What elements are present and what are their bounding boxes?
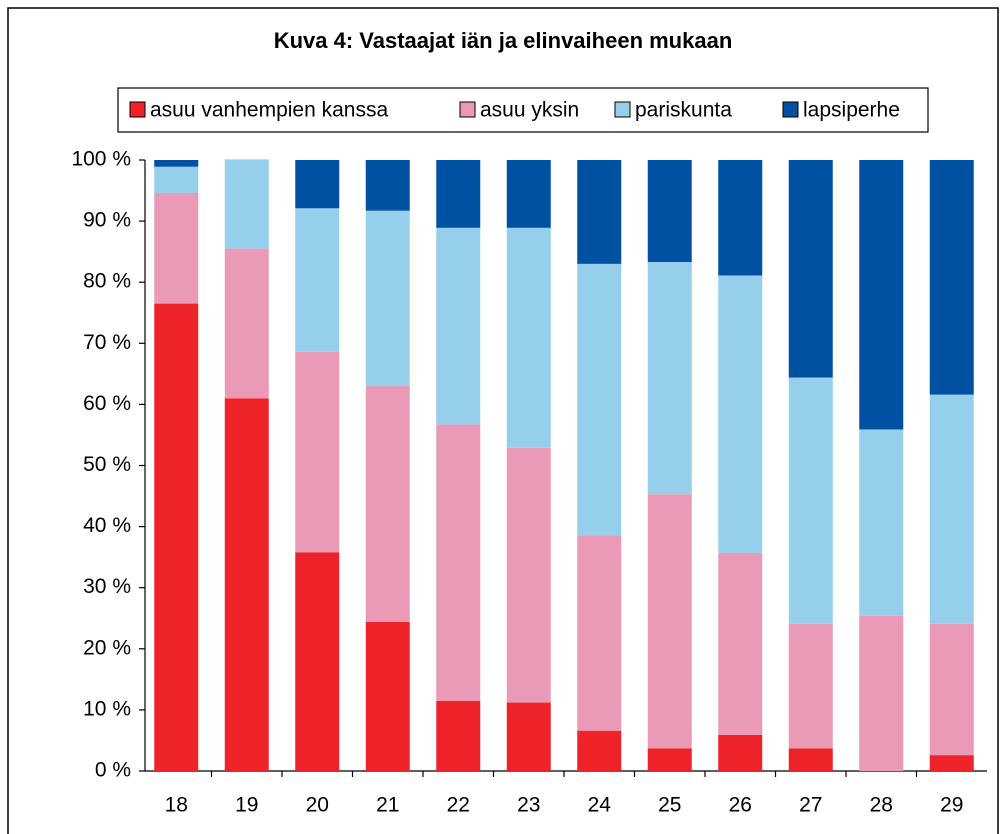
- bar-segment: [225, 159, 269, 248]
- bar-segment: [295, 552, 339, 771]
- bar-segment: [930, 624, 974, 755]
- x-tick-label: 20: [306, 794, 329, 817]
- bar-segment: [225, 398, 269, 771]
- y-tick-label: 30 %: [83, 575, 131, 598]
- bar-segment: [718, 553, 762, 735]
- x-tick-label: 23: [517, 794, 540, 817]
- bar-segment: [436, 160, 480, 228]
- y-tick-label: 90 %: [83, 209, 131, 232]
- legend-swatch: [783, 102, 798, 117]
- x-tick-label: 25: [658, 794, 681, 817]
- bar-segment: [436, 425, 480, 701]
- y-tick-label: 70 %: [83, 331, 131, 354]
- legend-label: pariskunta: [635, 99, 732, 122]
- y-tick-label: 50 %: [83, 453, 131, 476]
- bar-segment: [366, 211, 410, 386]
- y-tick-label: 10 %: [83, 697, 131, 720]
- legend-label: asuu vanhempien kanssa: [150, 99, 388, 122]
- bar-segment: [366, 622, 410, 771]
- bar-segment: [366, 386, 410, 622]
- bar-segment: [577, 535, 621, 731]
- bar-segment: [789, 160, 833, 378]
- legend-swatch: [130, 102, 145, 117]
- bar-segment: [859, 616, 903, 771]
- bar-segment: [648, 748, 692, 771]
- bar-segment: [648, 494, 692, 748]
- y-tick-label: 40 %: [83, 514, 131, 537]
- bar-segment: [577, 160, 621, 264]
- x-tick-label: 18: [165, 794, 188, 817]
- y-tick-label: 0 %: [95, 759, 131, 782]
- x-tick-label: 29: [940, 794, 963, 817]
- bar-segment: [859, 160, 903, 429]
- bar-segment: [930, 755, 974, 771]
- bar-segment: [154, 304, 198, 771]
- bar-segment: [507, 703, 551, 771]
- y-tick-label: 20 %: [83, 636, 131, 659]
- bar-segment: [154, 160, 198, 167]
- bar-segment: [718, 275, 762, 552]
- bar-segment: [507, 160, 551, 228]
- bar-segment: [295, 160, 339, 208]
- bar-segment: [859, 429, 903, 615]
- y-tick-label: 100 %: [71, 148, 131, 171]
- x-tick-label: 27: [799, 794, 822, 817]
- bar-segment: [648, 262, 692, 494]
- legend-label: lapsiperhe: [803, 99, 900, 122]
- x-tick-label: 22: [447, 794, 470, 817]
- y-tick-label: 60 %: [83, 392, 131, 415]
- bar-segment: [154, 193, 198, 304]
- bar-segment: [718, 735, 762, 771]
- bar-segment: [295, 208, 339, 352]
- chart-title: Kuva 4: Vastaajat iän ja elinvaiheen muk…: [274, 28, 733, 53]
- bar-segment: [648, 160, 692, 262]
- bar-segment: [930, 160, 974, 395]
- x-tick-label: 28: [870, 794, 893, 817]
- chart: Kuva 4: Vastaajat iän ja elinvaiheen muk…: [0, 0, 1006, 834]
- x-tick-label: 21: [376, 794, 399, 817]
- legend-swatch: [460, 102, 475, 117]
- y-tick-label: 80 %: [83, 270, 131, 293]
- bar-segment: [789, 378, 833, 624]
- x-tick-label: 26: [729, 794, 752, 817]
- bar-segment: [789, 748, 833, 771]
- bar-segment: [577, 731, 621, 771]
- bar-segment: [718, 160, 762, 275]
- x-tick-label: 24: [588, 794, 612, 817]
- legend-label: asuu yksin: [480, 99, 579, 122]
- x-tick-label: 19: [235, 794, 258, 817]
- bar-segment: [789, 624, 833, 749]
- bar-segment: [577, 264, 621, 535]
- bar-segment: [507, 448, 551, 703]
- bar-segment: [154, 167, 198, 193]
- bar-segment: [295, 352, 339, 552]
- bar-segment: [366, 160, 410, 211]
- bar-segment: [436, 701, 480, 771]
- bar-segment: [436, 228, 480, 425]
- bar-segment: [930, 395, 974, 624]
- bar-segment: [507, 228, 551, 448]
- bar-segment: [225, 249, 269, 399]
- legend-swatch: [615, 102, 630, 117]
